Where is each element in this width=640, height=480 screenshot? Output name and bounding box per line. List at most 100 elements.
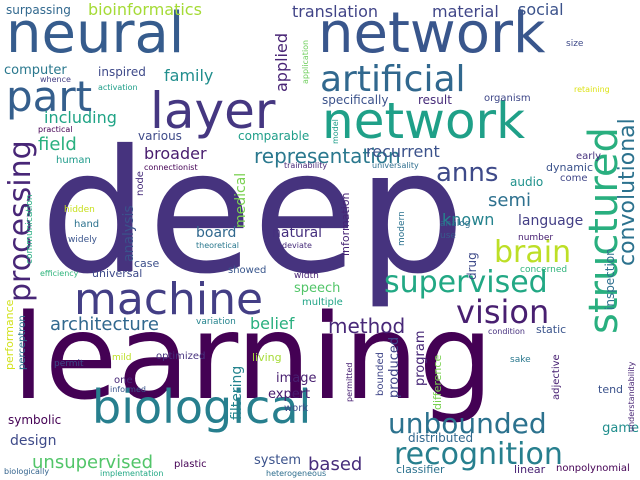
word-game: game — [602, 421, 639, 436]
word-universality: universality — [372, 161, 419, 170]
word-produced: produced — [387, 336, 402, 398]
word-computer: computer — [4, 63, 67, 78]
word-plastic: plastic — [174, 459, 207, 470]
word-translation: translation — [292, 2, 379, 21]
word-showed: showed — [228, 265, 267, 276]
word-filtering: filtering — [229, 365, 245, 420]
word-system: system — [254, 453, 301, 468]
word-field: field — [38, 134, 77, 155]
word-speech: speech — [294, 281, 341, 296]
word-layer: layer — [150, 82, 276, 140]
word-application: application — [301, 39, 310, 84]
word-applied: applied — [272, 32, 291, 92]
word-expert: expert — [268, 387, 311, 402]
word-informed: informed — [110, 385, 146, 394]
word-deviate: deviate — [282, 241, 312, 250]
word-dynamic: dynamic — [546, 161, 594, 174]
word-network: network — [318, 1, 546, 66]
word-surpassing: surpassing — [6, 3, 71, 17]
word-audio: audio — [510, 175, 544, 189]
word-recurrent: recurrent — [366, 142, 440, 161]
word-communication: communication — [25, 194, 35, 264]
word-efficiency: efficiency — [40, 269, 79, 278]
word-work: work — [284, 403, 309, 414]
word-material: material — [432, 2, 499, 21]
word-linear: linear — [514, 463, 546, 476]
word-condition: condition — [488, 327, 525, 336]
word-early: early — [576, 151, 602, 162]
word-bioinformatics: bioinformatics — [88, 0, 202, 19]
word-sake: sake — [510, 355, 531, 365]
word-practical: practical — [38, 125, 73, 134]
word-distributed: distributed — [408, 431, 474, 445]
word-belief: belief — [250, 314, 295, 333]
word-learning: learning — [12, 288, 494, 426]
word-analysis: analysis — [121, 205, 137, 262]
word-width: width — [294, 271, 319, 281]
word-activation: activation — [98, 83, 138, 92]
word-vision: vision — [456, 293, 550, 331]
word-network-2: network — [322, 92, 526, 150]
word-universal: universal — [92, 267, 143, 280]
word-anns: anns — [436, 158, 499, 188]
word-unbounded: unbounded — [388, 407, 547, 440]
word-number: number — [518, 233, 554, 243]
word-multiple: multiple — [302, 297, 343, 308]
word-perceptron: perceptron — [17, 315, 28, 370]
word-hand: hand — [74, 219, 100, 230]
word-convolutional: convolutional — [615, 118, 640, 266]
word-living: living — [252, 351, 282, 364]
word-design: design — [10, 433, 57, 449]
word-hidden: hidden — [64, 205, 95, 215]
word-connectionist: connectionist — [144, 163, 198, 172]
word-organism: organism — [484, 93, 531, 104]
word-node: node — [135, 171, 146, 196]
word-neural: neural — [6, 1, 185, 66]
word-representation: representation — [254, 144, 401, 168]
word-analog: analog — [440, 219, 471, 229]
word-board: board — [196, 225, 237, 241]
word-retaining: retaining — [574, 85, 610, 94]
word-theoretical: theoretical — [196, 241, 239, 250]
word-bounded: bounded — [375, 352, 386, 396]
word-mild: mild — [112, 353, 132, 363]
word-information: information — [339, 192, 352, 257]
word-deep: deep — [40, 114, 465, 312]
word-result: result — [418, 93, 452, 107]
word-machine: machine — [74, 274, 264, 325]
word-based: based — [308, 454, 363, 475]
word-including: including — [44, 108, 117, 127]
word-use: use — [440, 231, 456, 241]
word-symbolic: symbolic — [8, 413, 62, 427]
word-family: family — [164, 66, 214, 85]
word-modern: modern — [397, 211, 407, 246]
word-unsupervised: unsupervised — [32, 452, 154, 473]
word-permitted: permitted — [345, 362, 354, 402]
word-implementation: implementation — [100, 469, 164, 478]
word-heterogeneous: heterogeneous — [266, 469, 327, 478]
word-various: various — [138, 129, 182, 143]
word-architecture: architecture — [50, 314, 159, 335]
word-image: image — [276, 371, 317, 386]
word-natural: natural — [272, 225, 323, 241]
word-biological: biological — [92, 380, 312, 434]
word-come: come — [560, 173, 588, 184]
word-broader: broader — [144, 144, 207, 163]
word-program: program — [413, 330, 428, 387]
word-language: language — [518, 213, 584, 229]
word-human: human — [56, 155, 91, 166]
word-brain: brain — [494, 235, 572, 270]
word-method: method — [328, 314, 406, 338]
word-inspection: inspection — [603, 248, 617, 310]
word-biologically: biologically — [4, 467, 50, 476]
word-drug: drug — [465, 252, 479, 280]
word-model: model — [331, 119, 340, 144]
word-semi: semi — [488, 190, 531, 211]
word-permit: permit — [54, 359, 84, 369]
word-comparable: comparable — [238, 129, 310, 143]
word-specifically: specifically — [322, 93, 389, 107]
word-social: social — [518, 0, 564, 19]
word-optimized: optimized — [156, 351, 206, 362]
word-understandability: understandability — [627, 361, 636, 432]
